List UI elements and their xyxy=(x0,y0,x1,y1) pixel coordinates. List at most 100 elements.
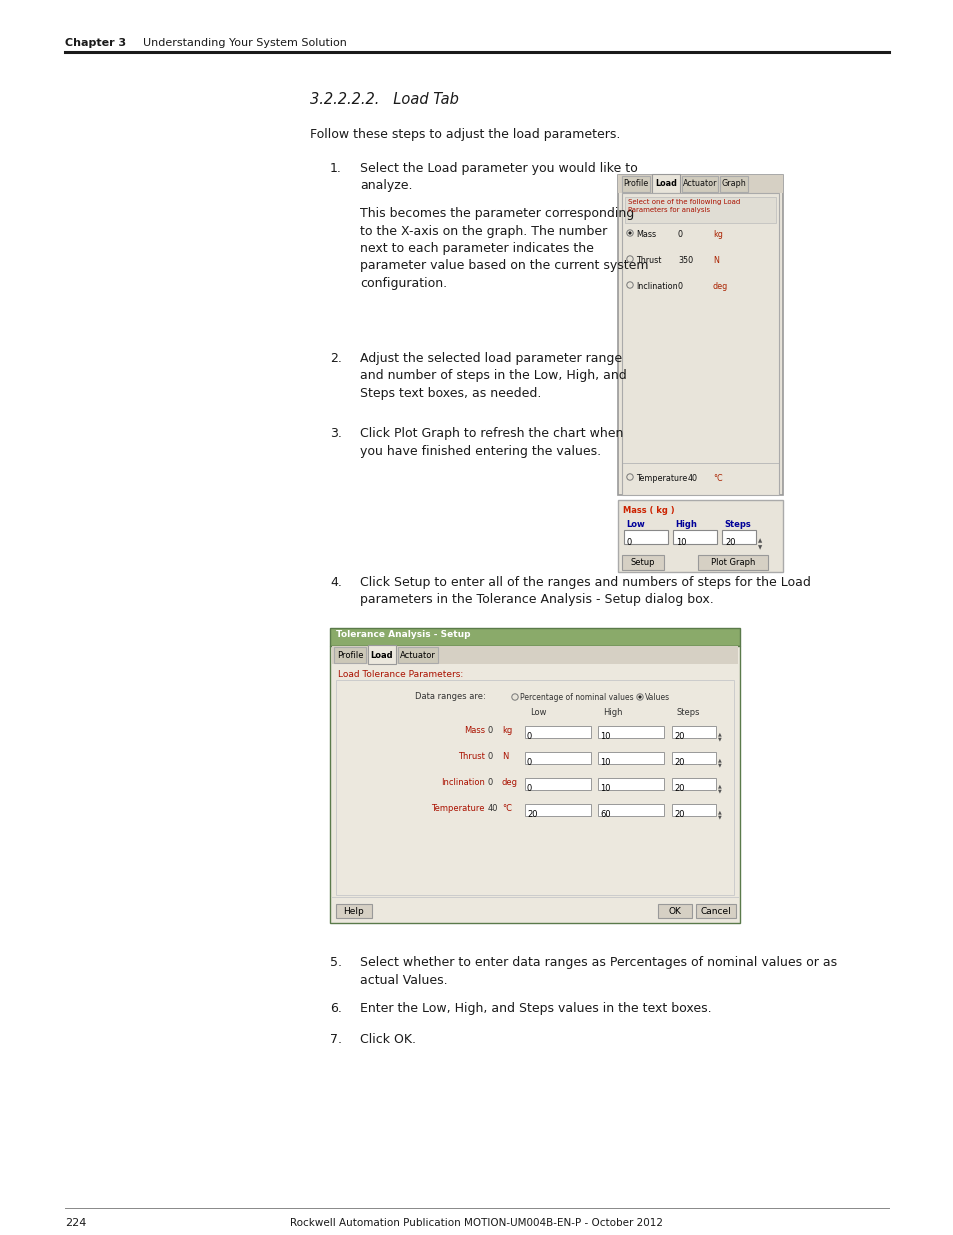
Text: Enter the Low, High, and Steps values in the text boxes.: Enter the Low, High, and Steps values in… xyxy=(359,1002,711,1015)
Bar xyxy=(672,530,717,543)
Text: Graph: Graph xyxy=(720,179,745,189)
Text: 0: 0 xyxy=(626,538,632,547)
Text: 3.2.2.2.2.   Load Tab: 3.2.2.2.2. Load Tab xyxy=(310,91,458,107)
Text: Load: Load xyxy=(655,179,677,189)
Text: Low: Low xyxy=(530,708,546,718)
Text: 1.: 1. xyxy=(330,162,341,175)
Bar xyxy=(621,555,663,571)
Bar xyxy=(334,647,366,663)
Bar xyxy=(624,198,775,224)
Text: Steps: Steps xyxy=(723,520,750,529)
Text: ▼: ▼ xyxy=(718,762,721,767)
Text: Actuator: Actuator xyxy=(399,651,436,659)
Bar xyxy=(598,752,663,764)
Text: ▼: ▼ xyxy=(718,736,721,741)
Text: Profile: Profile xyxy=(336,651,363,659)
Bar xyxy=(671,804,716,816)
Text: 20: 20 xyxy=(526,810,537,819)
Text: High: High xyxy=(675,520,696,529)
Text: Select one of the following Load
Parameters for analysis: Select one of the following Load Paramet… xyxy=(627,199,740,212)
Bar xyxy=(330,646,740,923)
Text: 224: 224 xyxy=(65,1218,87,1228)
Text: Load: Load xyxy=(371,651,393,659)
Bar xyxy=(671,726,716,739)
Text: ▲: ▲ xyxy=(718,809,721,814)
Text: Understanding Your System Solution: Understanding Your System Solution xyxy=(143,38,347,48)
Text: kg: kg xyxy=(501,726,512,735)
Text: Chapter 3: Chapter 3 xyxy=(65,38,126,48)
Bar xyxy=(698,555,767,571)
Text: ▼: ▼ xyxy=(718,814,721,819)
Bar xyxy=(330,629,740,646)
Text: 10: 10 xyxy=(599,784,610,793)
Text: Temperature: Temperature xyxy=(431,804,484,813)
Text: 10: 10 xyxy=(599,732,610,741)
Text: ▲: ▲ xyxy=(758,538,761,543)
Text: Setup: Setup xyxy=(630,558,655,567)
Text: Actuator: Actuator xyxy=(682,179,717,189)
Text: Steps: Steps xyxy=(677,708,700,718)
Bar xyxy=(335,680,733,895)
Bar xyxy=(720,177,747,191)
Text: Click Plot Graph to refresh the chart when
you have finished entering the values: Click Plot Graph to refresh the chart wh… xyxy=(359,427,622,457)
Bar xyxy=(397,647,437,663)
Text: 0: 0 xyxy=(488,778,493,787)
Text: Select whether to enter data ranges as Percentages of nominal values or as
actua: Select whether to enter data ranges as P… xyxy=(359,956,836,987)
Text: kg: kg xyxy=(712,230,722,240)
Text: 6.: 6. xyxy=(330,1002,341,1015)
Text: ▲: ▲ xyxy=(718,783,721,788)
Text: ▼: ▼ xyxy=(718,788,721,793)
Text: Help: Help xyxy=(343,906,364,915)
Text: 0: 0 xyxy=(526,784,532,793)
Bar xyxy=(618,175,782,193)
Bar xyxy=(598,804,663,816)
Text: Values: Values xyxy=(644,693,669,701)
Text: 5.: 5. xyxy=(330,956,341,969)
Text: Profile: Profile xyxy=(622,179,648,189)
Circle shape xyxy=(626,256,633,262)
Text: Click OK.: Click OK. xyxy=(359,1032,416,1046)
Text: Plot Graph: Plot Graph xyxy=(710,558,755,567)
Text: 20: 20 xyxy=(724,538,735,547)
Text: 40: 40 xyxy=(488,804,498,813)
Text: 40: 40 xyxy=(687,474,698,483)
Bar xyxy=(721,530,755,543)
Text: N: N xyxy=(712,256,719,266)
Bar xyxy=(335,904,372,918)
Text: High: High xyxy=(602,708,622,718)
Text: Mass ( kg ): Mass ( kg ) xyxy=(622,506,674,515)
Text: Mass: Mass xyxy=(463,726,484,735)
Bar xyxy=(524,804,590,816)
Text: Temperature: Temperature xyxy=(636,474,686,483)
Bar xyxy=(681,177,718,191)
Text: 0: 0 xyxy=(678,230,682,240)
Bar xyxy=(618,500,782,572)
Text: Thrust: Thrust xyxy=(457,752,484,761)
Text: 0: 0 xyxy=(526,758,532,767)
Bar xyxy=(671,778,716,790)
Text: °C: °C xyxy=(712,474,721,483)
Bar xyxy=(621,193,779,495)
Text: Inclination: Inclination xyxy=(440,778,484,787)
Bar xyxy=(658,904,691,918)
Bar xyxy=(332,646,738,664)
Text: 20: 20 xyxy=(673,810,684,819)
Circle shape xyxy=(511,694,517,700)
Circle shape xyxy=(638,695,641,699)
Bar xyxy=(696,904,735,918)
Circle shape xyxy=(626,230,633,236)
Text: °C: °C xyxy=(501,804,512,813)
Text: Load Tolerance Parameters:: Load Tolerance Parameters: xyxy=(337,671,463,679)
Circle shape xyxy=(626,282,633,288)
Text: Low: Low xyxy=(625,520,644,529)
Text: 350: 350 xyxy=(678,256,693,266)
Text: Tolerance Analysis - Setup: Tolerance Analysis - Setup xyxy=(335,630,470,638)
Text: 2.: 2. xyxy=(330,352,341,366)
Text: OK: OK xyxy=(668,906,680,915)
Text: This becomes the parameter corresponding
to the X-axis on the graph. The number
: This becomes the parameter corresponding… xyxy=(359,207,648,290)
Text: 0: 0 xyxy=(488,752,493,761)
Circle shape xyxy=(637,694,642,700)
Circle shape xyxy=(628,231,631,235)
Bar xyxy=(524,726,590,739)
Text: 0: 0 xyxy=(488,726,493,735)
